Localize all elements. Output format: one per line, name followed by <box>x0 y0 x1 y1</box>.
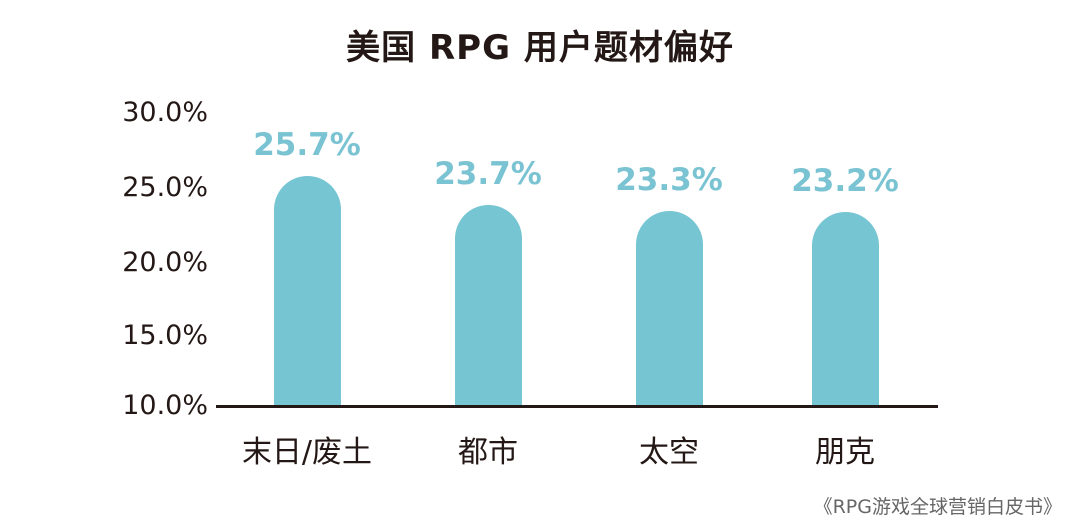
x-category-label: 朋克 <box>815 435 875 470</box>
y-tick-label: 20.0% <box>122 247 208 278</box>
bar <box>273 175 341 406</box>
chart-title: 美国 RPG 用户题材偏好 <box>346 28 734 68</box>
y-tick-label: 25.0% <box>122 172 208 203</box>
x-category-label: 都市 <box>458 435 518 470</box>
bar-value-label: 25.7% <box>253 126 361 163</box>
x-category-label: 末日/废土 <box>241 435 373 470</box>
x-axis-line <box>216 405 938 408</box>
source-caption: 《RPG游戏全球营销白皮书》 <box>813 496 1062 518</box>
bar-value-label: 23.2% <box>791 163 899 200</box>
x-category-label: 太空 <box>639 435 699 470</box>
y-tick-label: 30.0% <box>122 97 208 128</box>
bar <box>635 211 703 406</box>
y-tick-label: 15.0% <box>122 320 208 351</box>
bar <box>454 205 522 406</box>
bar-value-label: 23.7% <box>434 156 542 193</box>
bar <box>811 212 879 406</box>
bar-value-label: 23.3% <box>615 162 723 199</box>
y-tick-label: 10.0% <box>122 390 208 421</box>
